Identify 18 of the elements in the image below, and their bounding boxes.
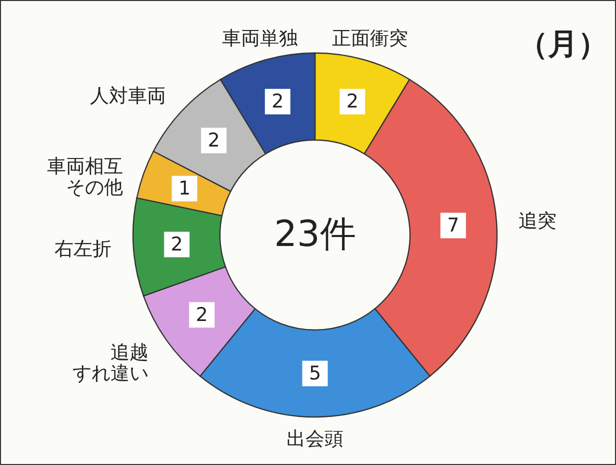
data-label: 5 [308, 362, 322, 384]
data-label: 2 [170, 233, 183, 256]
slice-label: 追越すれ違い [72, 342, 148, 385]
data-label: 2 [346, 90, 358, 113]
slice-label: 車両単独 [222, 28, 298, 50]
slice-label: 出会頭 [286, 428, 344, 450]
data-label: 7 [447, 214, 460, 237]
slice-label: 右左折 [54, 238, 112, 260]
slice-label: 正面衝突 [332, 28, 408, 50]
data-label: 2 [208, 129, 220, 152]
slice-label: 人対車両 [90, 84, 166, 107]
data-label: 2 [196, 304, 208, 326]
text: （月） [518, 27, 608, 62]
data-label: 2 [272, 90, 284, 113]
text: 23件 [274, 214, 356, 255]
slice-label: 車両相互その他 [46, 156, 123, 199]
data-label: 1 [178, 178, 191, 200]
slice-label: 追突 [518, 210, 557, 232]
